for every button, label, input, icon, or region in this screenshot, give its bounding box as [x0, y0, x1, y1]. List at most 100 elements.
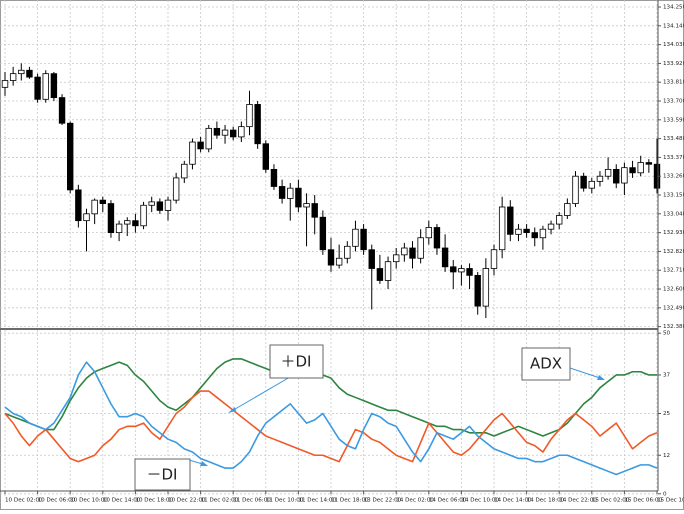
y-tick-label: 132.380 — [663, 324, 684, 330]
candle-body — [344, 245, 351, 259]
callout-label: ＋DI — [281, 353, 312, 371]
x-tick-label: 11 Dec 10:00 — [266, 498, 304, 504]
candle-body — [148, 201, 155, 206]
candle-body — [107, 203, 115, 234]
x-tick-label: 13 Dec 22:00 — [364, 498, 402, 504]
indicator-line — [4, 358, 657, 437]
y-tick-label: 133.700 — [663, 99, 684, 105]
candle-body — [466, 268, 473, 276]
candle-body — [303, 203, 310, 208]
candle-body — [42, 73, 49, 100]
callout-minus-di: －DI — [134, 458, 208, 491]
arrow-head — [200, 461, 208, 466]
y-tick-label: 50 — [663, 331, 671, 337]
x-tick-label: 14 Dec 10:00 — [461, 498, 499, 504]
indicator-line — [4, 390, 658, 463]
candle-body — [588, 180, 595, 189]
candle-body — [417, 237, 424, 259]
candle-body — [18, 69, 25, 75]
candle-body — [9, 73, 17, 81]
candle-body — [482, 268, 490, 307]
y-tick-label: 12 — [663, 453, 670, 459]
x-tick-label: 14 Dec 14:00 — [494, 498, 532, 504]
x-tick-label: 14 Dec 22:00 — [559, 498, 597, 504]
candle-body — [474, 274, 481, 307]
x-tick-label: 10 Dec 06:00 — [38, 498, 76, 504]
x-tick-label: 10 Dec 10:00 — [70, 498, 108, 504]
candle-body — [515, 228, 522, 235]
candle-body — [352, 228, 359, 247]
y-tick-label: 134.140 — [663, 23, 684, 29]
candle-body — [181, 163, 188, 179]
arrow-head — [597, 375, 605, 380]
candle-body — [205, 127, 212, 150]
y-tick-label: 25 — [663, 411, 671, 417]
candle-body — [425, 227, 432, 239]
candle-body — [311, 203, 318, 218]
candle-body — [327, 249, 335, 266]
candle-body — [409, 247, 416, 259]
x-tick-label: 15 Dec 10:00 — [657, 498, 684, 504]
labels: 134.250 134.140 134.030 133.920 133.810 133.7… — [4, 5, 684, 504]
callout-label: －DI — [147, 466, 178, 484]
y-tick-label: 37 — [663, 372, 671, 378]
candle-body — [384, 261, 392, 281]
candle-body — [50, 73, 58, 98]
candle-body — [132, 220, 139, 227]
candle-body — [450, 266, 457, 273]
candle-body — [26, 69, 33, 78]
candle-body — [156, 201, 164, 211]
y-tick-label: 133.590 — [663, 117, 684, 123]
candle-body — [1, 80, 9, 88]
y-tick-label: 133.370 — [663, 155, 684, 161]
candle-body — [392, 254, 400, 263]
candle-body — [401, 247, 408, 256]
candle-body — [254, 104, 261, 145]
callout-arrow — [229, 376, 291, 413]
x-tick-label: 11 Dec 18:00 — [331, 498, 369, 504]
candle-body — [458, 268, 465, 273]
callout-arrow — [569, 367, 604, 380]
candle-body — [613, 168, 620, 184]
candle-body — [140, 204, 147, 227]
x-tick-label: 14 Dec 18:00 — [527, 498, 565, 504]
callout-adx: ADX — [521, 347, 605, 381]
candle-body — [197, 141, 204, 150]
candle-body — [91, 199, 98, 215]
y-tick-label: 133.040 — [663, 211, 684, 217]
candle-body — [124, 220, 131, 225]
candle-body — [572, 175, 579, 204]
candle-body — [596, 175, 604, 182]
candle-body — [278, 186, 286, 199]
candle-body — [221, 129, 229, 136]
candle-body — [629, 167, 636, 174]
candle-body — [523, 228, 530, 234]
callout-box — [521, 347, 571, 381]
x-tick-label: 10 Dec 22:00 — [168, 498, 206, 504]
candle-body — [229, 129, 237, 138]
candle-body — [531, 232, 538, 239]
candle-body — [564, 203, 571, 216]
candle-body — [319, 216, 327, 251]
callout-box — [134, 458, 191, 491]
candle-body — [360, 228, 367, 251]
y-tick-label: 133.150 — [663, 193, 684, 199]
x-tick-label: 10 Dec 02:00 — [5, 498, 43, 504]
candle-body — [262, 143, 269, 170]
indicator-line — [4, 361, 658, 476]
candle-body — [539, 228, 547, 239]
candle-body — [238, 126, 245, 138]
y-tick-label: 0 — [663, 491, 667, 497]
marks — [1, 63, 661, 476]
candle-body — [604, 168, 612, 177]
candle-body — [621, 167, 628, 184]
y-tick-label: 133.260 — [663, 174, 684, 180]
candle-body — [376, 268, 384, 281]
candle-body — [335, 257, 343, 266]
callout-label: ADX — [530, 355, 562, 373]
candle-body — [498, 206, 506, 251]
candle-body — [164, 199, 172, 211]
candle-body — [270, 168, 278, 187]
